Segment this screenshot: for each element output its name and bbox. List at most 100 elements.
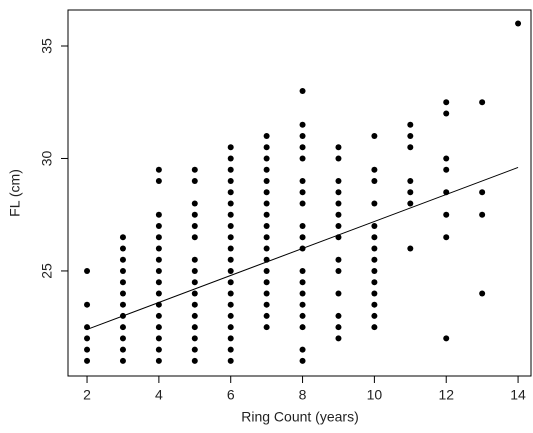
point — [263, 279, 270, 286]
point — [443, 166, 450, 173]
point — [119, 324, 126, 331]
point — [191, 290, 198, 297]
point — [119, 256, 126, 263]
point — [191, 211, 198, 218]
point — [155, 245, 162, 252]
point — [84, 301, 91, 308]
point — [155, 279, 162, 286]
point — [371, 312, 378, 319]
point — [227, 155, 234, 162]
point — [119, 279, 126, 286]
point — [263, 177, 270, 184]
x-tick-label: 2 — [83, 387, 91, 403]
point — [191, 301, 198, 308]
point — [299, 301, 306, 308]
point — [263, 211, 270, 218]
point — [299, 121, 306, 128]
point — [119, 301, 126, 308]
point — [299, 155, 306, 162]
point — [443, 234, 450, 241]
point — [119, 357, 126, 364]
point — [479, 211, 486, 218]
point — [155, 234, 162, 241]
point — [371, 267, 378, 274]
point — [191, 346, 198, 353]
point — [227, 324, 234, 331]
point — [299, 357, 306, 364]
point — [335, 267, 342, 274]
point — [227, 357, 234, 364]
point — [335, 189, 342, 196]
point — [371, 222, 378, 229]
point — [155, 290, 162, 297]
point — [263, 155, 270, 162]
point — [299, 290, 306, 297]
point — [299, 222, 306, 229]
point — [227, 211, 234, 218]
point — [227, 189, 234, 196]
fit-line — [86, 166, 519, 330]
point — [155, 211, 162, 218]
point — [299, 346, 306, 353]
point — [335, 324, 342, 331]
point — [155, 312, 162, 319]
point — [479, 189, 486, 196]
point — [299, 189, 306, 196]
point — [299, 267, 306, 274]
point — [299, 177, 306, 184]
point — [227, 166, 234, 173]
point — [407, 132, 414, 139]
point — [155, 324, 162, 331]
point — [299, 312, 306, 319]
point — [191, 177, 198, 184]
point — [263, 166, 270, 173]
point — [335, 200, 342, 207]
point — [371, 132, 378, 139]
point — [119, 267, 126, 274]
point — [155, 222, 162, 229]
point — [407, 200, 414, 207]
point — [371, 234, 378, 241]
point — [227, 301, 234, 308]
point — [263, 245, 270, 252]
point — [407, 189, 414, 196]
point — [155, 267, 162, 274]
point — [84, 335, 91, 342]
point — [191, 256, 198, 263]
point — [191, 312, 198, 319]
point — [119, 346, 126, 353]
point — [371, 301, 378, 308]
point — [227, 312, 234, 319]
point — [299, 144, 306, 151]
point — [299, 324, 306, 331]
point — [84, 267, 91, 274]
point — [84, 357, 91, 364]
point — [155, 166, 162, 173]
x-tick-label: 12 — [438, 387, 454, 403]
point — [191, 335, 198, 342]
point — [155, 357, 162, 364]
point — [371, 279, 378, 286]
point — [335, 290, 342, 297]
point — [371, 324, 378, 331]
point — [443, 335, 450, 342]
point — [371, 177, 378, 184]
point — [443, 211, 450, 218]
point — [263, 290, 270, 297]
point — [155, 256, 162, 263]
y-tick-label: 35 — [39, 38, 55, 54]
point — [371, 200, 378, 207]
point — [263, 132, 270, 139]
point — [227, 335, 234, 342]
point — [119, 245, 126, 252]
point — [263, 267, 270, 274]
point — [335, 144, 342, 151]
point — [443, 99, 450, 106]
point — [371, 245, 378, 252]
point — [227, 290, 234, 297]
point — [407, 144, 414, 151]
point — [335, 155, 342, 162]
point — [335, 335, 342, 342]
point — [407, 177, 414, 184]
